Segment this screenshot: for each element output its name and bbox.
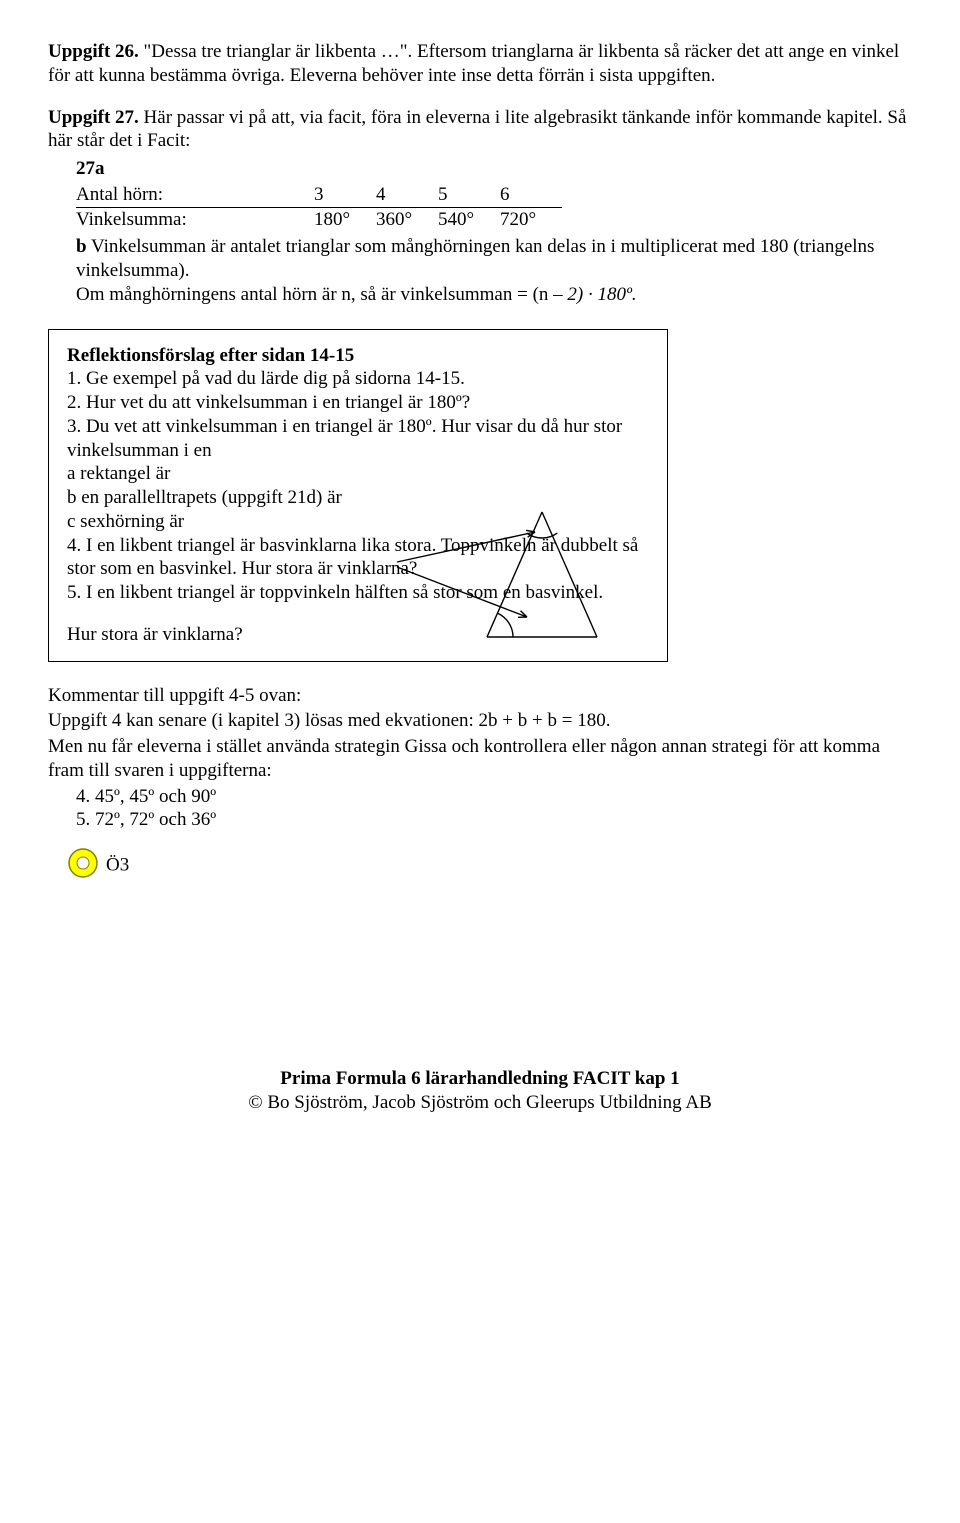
page-footer: Prima Formula 6 lärarhandledning FACIT k…: [48, 1067, 912, 1115]
answer-4: 4. 45º, 45º och 90º: [76, 785, 912, 809]
cell: 4: [376, 183, 438, 207]
cell: 720°: [500, 207, 562, 231]
uppgift-27-paragraph: Uppgift 27. Här passar vi på att, via fa…: [48, 106, 912, 154]
row-label: Vinkelsumma:: [76, 207, 314, 231]
uppgift-27a-block: 27a Antal hörn: 3 4 5 6 Vinkelsumma: 180…: [76, 157, 912, 231]
reflection-item-4: 4. I en likbent triangel är basvinklarna…: [67, 534, 649, 582]
reflection-box: Reflektionsförslag efter sidan 14-15 1. …: [48, 329, 668, 662]
cell: 180°: [314, 207, 376, 231]
uppgift-27a-label: 27a: [76, 157, 912, 181]
o3-label: Ö3: [106, 855, 129, 876]
formula-line: Om månghörningens antal hörn är n, så är…: [76, 283, 912, 307]
kommentar-line2: Uppgift 4 kan senare (i kapitel 3) lösas…: [48, 709, 912, 733]
reflection-item-3b: b en parallelltrapets (uppgift 21d) är: [67, 486, 649, 510]
formula-text: Om månghörningens antal hörn är n, så är…: [76, 284, 553, 305]
table-row: Vinkelsumma: 180° 360° 540° 720°: [76, 207, 562, 231]
cell: 5: [438, 183, 500, 207]
reflection-item-3a: a rektangel är: [67, 462, 649, 486]
bullseye-icon: [66, 846, 100, 887]
uppgift-27b-label: b: [76, 236, 87, 257]
footer-copyright: © Bo Sjöström, Jacob Sjöström och Gleeru…: [48, 1091, 912, 1115]
kommentar-line1: Kommentar till uppgift 4-5 ovan:: [48, 684, 912, 708]
cell: 3: [314, 183, 376, 207]
cell: 360°: [376, 207, 438, 231]
reflection-item-2: 2. Hur vet du att vinkelsumman i en tria…: [67, 391, 649, 415]
kommentar-line3: Men nu får eleverna i stället använda st…: [48, 735, 912, 783]
reflection-item-3c: c sexhörning är: [67, 510, 649, 534]
reflection-question: Hur stora är vinklarna?: [67, 623, 649, 647]
reflection-title: Reflektionsförslag efter sidan 14-15: [67, 344, 649, 368]
uppgift-27-text: Här passar vi på att, via facit, föra in…: [48, 107, 906, 152]
vinkelsumma-table: Antal hörn: 3 4 5 6 Vinkelsumma: 180° 36…: [76, 183, 562, 232]
uppgift-27b-text: Vinkelsumman är antalet trianglar som må…: [76, 236, 874, 281]
uppgift-27b-block: b Vinkelsumman är antalet trianglar som …: [76, 235, 912, 283]
reflection-item-5: 5. I en likbent triangel är toppvinkeln …: [67, 581, 649, 605]
answer-5: 5. 72º, 72º och 36º: [76, 808, 912, 832]
footer-title: Prima Formula 6 lärarhandledning FACIT k…: [48, 1067, 912, 1091]
row-label: Antal hörn:: [76, 183, 314, 207]
o3-marker: Ö3: [66, 846, 912, 887]
uppgift-26-paragraph: Uppgift 26. "Dessa tre trianglar är likb…: [48, 40, 912, 88]
uppgift-27-label: Uppgift 27.: [48, 107, 139, 128]
formula-italic: – 2) · 180º.: [553, 284, 636, 305]
cell: 540°: [438, 207, 500, 231]
cell: 6: [500, 183, 562, 207]
reflection-item-1: 1. Ge exempel på vad du lärde dig på sid…: [67, 367, 649, 391]
table-row: Antal hörn: 3 4 5 6: [76, 183, 562, 207]
uppgift-26-text: "Dessa tre trianglar är likbenta …". Eft…: [48, 41, 899, 86]
reflection-item-3: 3. Du vet att vinkelsumman i en triangel…: [67, 415, 649, 463]
uppgift-26-label: Uppgift 26.: [48, 41, 139, 62]
